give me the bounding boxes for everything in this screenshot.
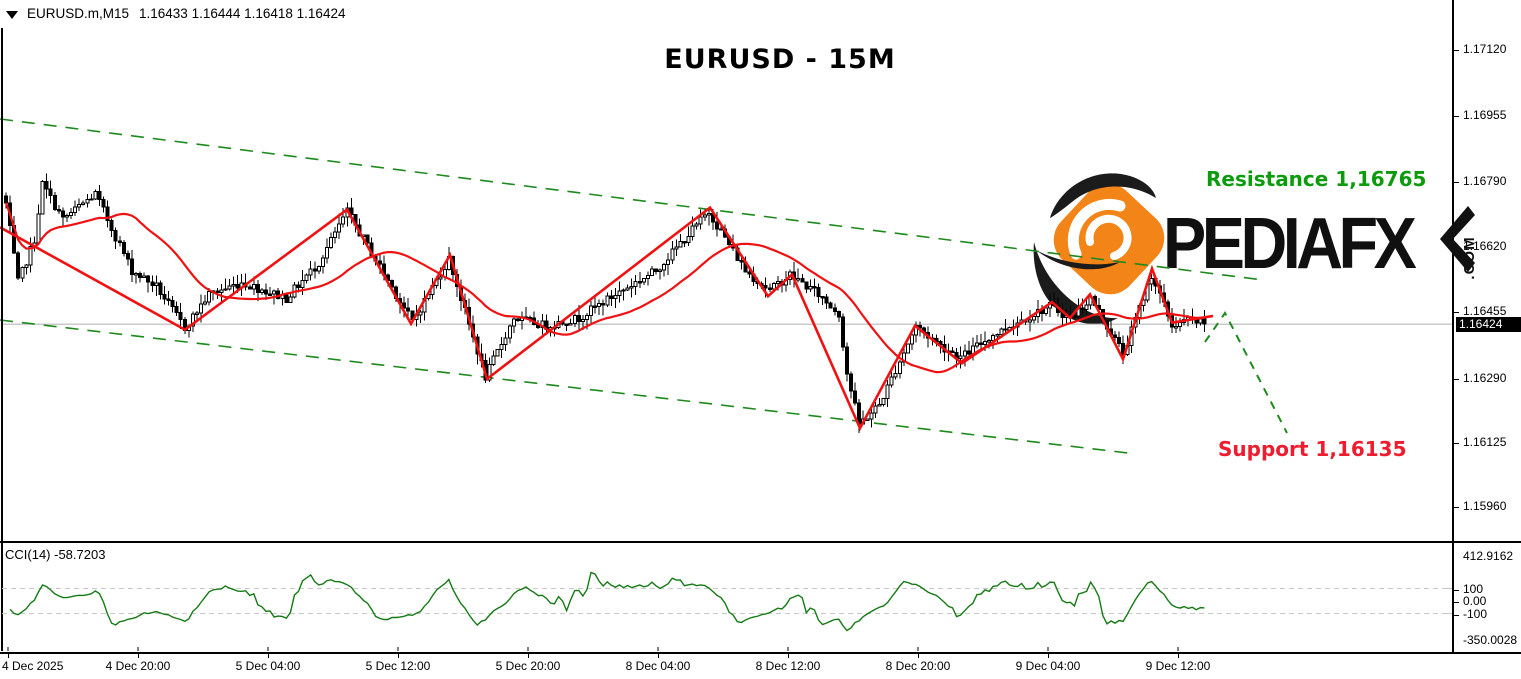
axis-tick <box>1454 312 1459 313</box>
axis-price-label: 1.16125 <box>1463 435 1507 449</box>
axis-price-label: 100 <box>1463 582 1484 596</box>
pediafx-logo-chevron <box>1440 206 1475 272</box>
symbol-name: EURUSD.m,M15 <box>27 6 130 21</box>
axis-tick <box>918 654 919 658</box>
axis-tick <box>1454 379 1459 380</box>
collapse-triangle-icon[interactable] <box>6 10 18 19</box>
resistance-label: Resistance 1,16765 <box>1206 167 1427 191</box>
ohlc-values: 1.16433 1.16444 1.16418 1.16424 <box>139 6 346 21</box>
subwindow-separator[interactable] <box>0 541 1521 543</box>
axis-tick <box>8 654 9 658</box>
axis-tick <box>1454 590 1459 591</box>
axis-tick <box>1454 116 1459 117</box>
axis-price-label: 1.16620 <box>1463 239 1507 253</box>
axis-time-label: 4 Dec 20:00 <box>105 659 171 673</box>
time-axis[interactable]: 4 Dec 2025 4 Dec 20:00 5 Dec 04:00 5 Dec 12… <box>0 652 1521 679</box>
axis-time-label: 4 Dec 2025 <box>2 659 64 673</box>
axis-tick <box>1454 602 1459 603</box>
axis-price-label: 1.16455 <box>1463 304 1507 318</box>
axis-tick <box>1454 507 1459 508</box>
cci-indicator-label: CCI(14) -58.7203 <box>5 547 106 562</box>
axis-tick <box>1454 615 1459 616</box>
axis-price-label: 1.16955 <box>1463 108 1507 122</box>
axis-price-label: 1.16790 <box>1463 174 1507 188</box>
axis-time-label: 8 Dec 20:00 <box>885 659 951 673</box>
axis-tick <box>658 654 659 658</box>
symbol-ohlc-readout: EURUSD.m,M15 1.16433 1.16444 1.16418 1.1… <box>6 6 345 21</box>
axis-tick <box>138 654 139 658</box>
axis-tick <box>1454 50 1459 51</box>
axis-tick <box>528 654 529 658</box>
pediafx-logo-text: PEDIAFX <box>1163 204 1417 284</box>
axis-time-label: 5 Dec 12:00 <box>365 659 431 673</box>
axis-price-label: -100 <box>1463 607 1488 621</box>
pediafx-logo-tld: .COM <box>1461 236 1478 280</box>
axis-price-label: 1.16290 <box>1463 371 1507 385</box>
axis-price-label: 1.17120 <box>1463 42 1507 56</box>
axis-price-label: 412.9162 <box>1463 549 1514 563</box>
axis-time-label: 9 Dec 12:00 <box>1145 659 1211 673</box>
axis-tick <box>268 654 269 658</box>
axis-time-label: 5 Dec 20:00 <box>495 659 561 673</box>
axis-tick <box>398 654 399 658</box>
current-price-badge: 1.16424 <box>1456 317 1521 332</box>
axis-tick <box>1454 443 1459 444</box>
axis-time-label: 8 Dec 12:00 <box>755 659 821 673</box>
axis-price-label: 1.15960 <box>1463 499 1507 513</box>
axis-tick <box>1178 654 1179 658</box>
axis-tick <box>788 654 789 658</box>
axis-time-label: 9 Dec 04:00 <box>1015 659 1081 673</box>
support-label: Support 1,16135 <box>1218 437 1407 461</box>
axis-price-label: 0.00 <box>1463 594 1487 608</box>
axis-time-label: 5 Dec 04:00 <box>235 659 301 673</box>
axis-tick <box>1048 654 1049 658</box>
price-chart-canvas[interactable] <box>0 0 1521 652</box>
axis-time-label: 8 Dec 04:00 <box>625 659 691 673</box>
axis-price-label: -350.0028 <box>1463 633 1518 647</box>
chart-title: EURUSD - 15M <box>664 44 896 75</box>
price-axis[interactable]: 1.16424 1.17120 1.16955 1.16790 1.16620 1.16… <box>1452 0 1521 652</box>
axis-tick <box>1454 182 1459 183</box>
